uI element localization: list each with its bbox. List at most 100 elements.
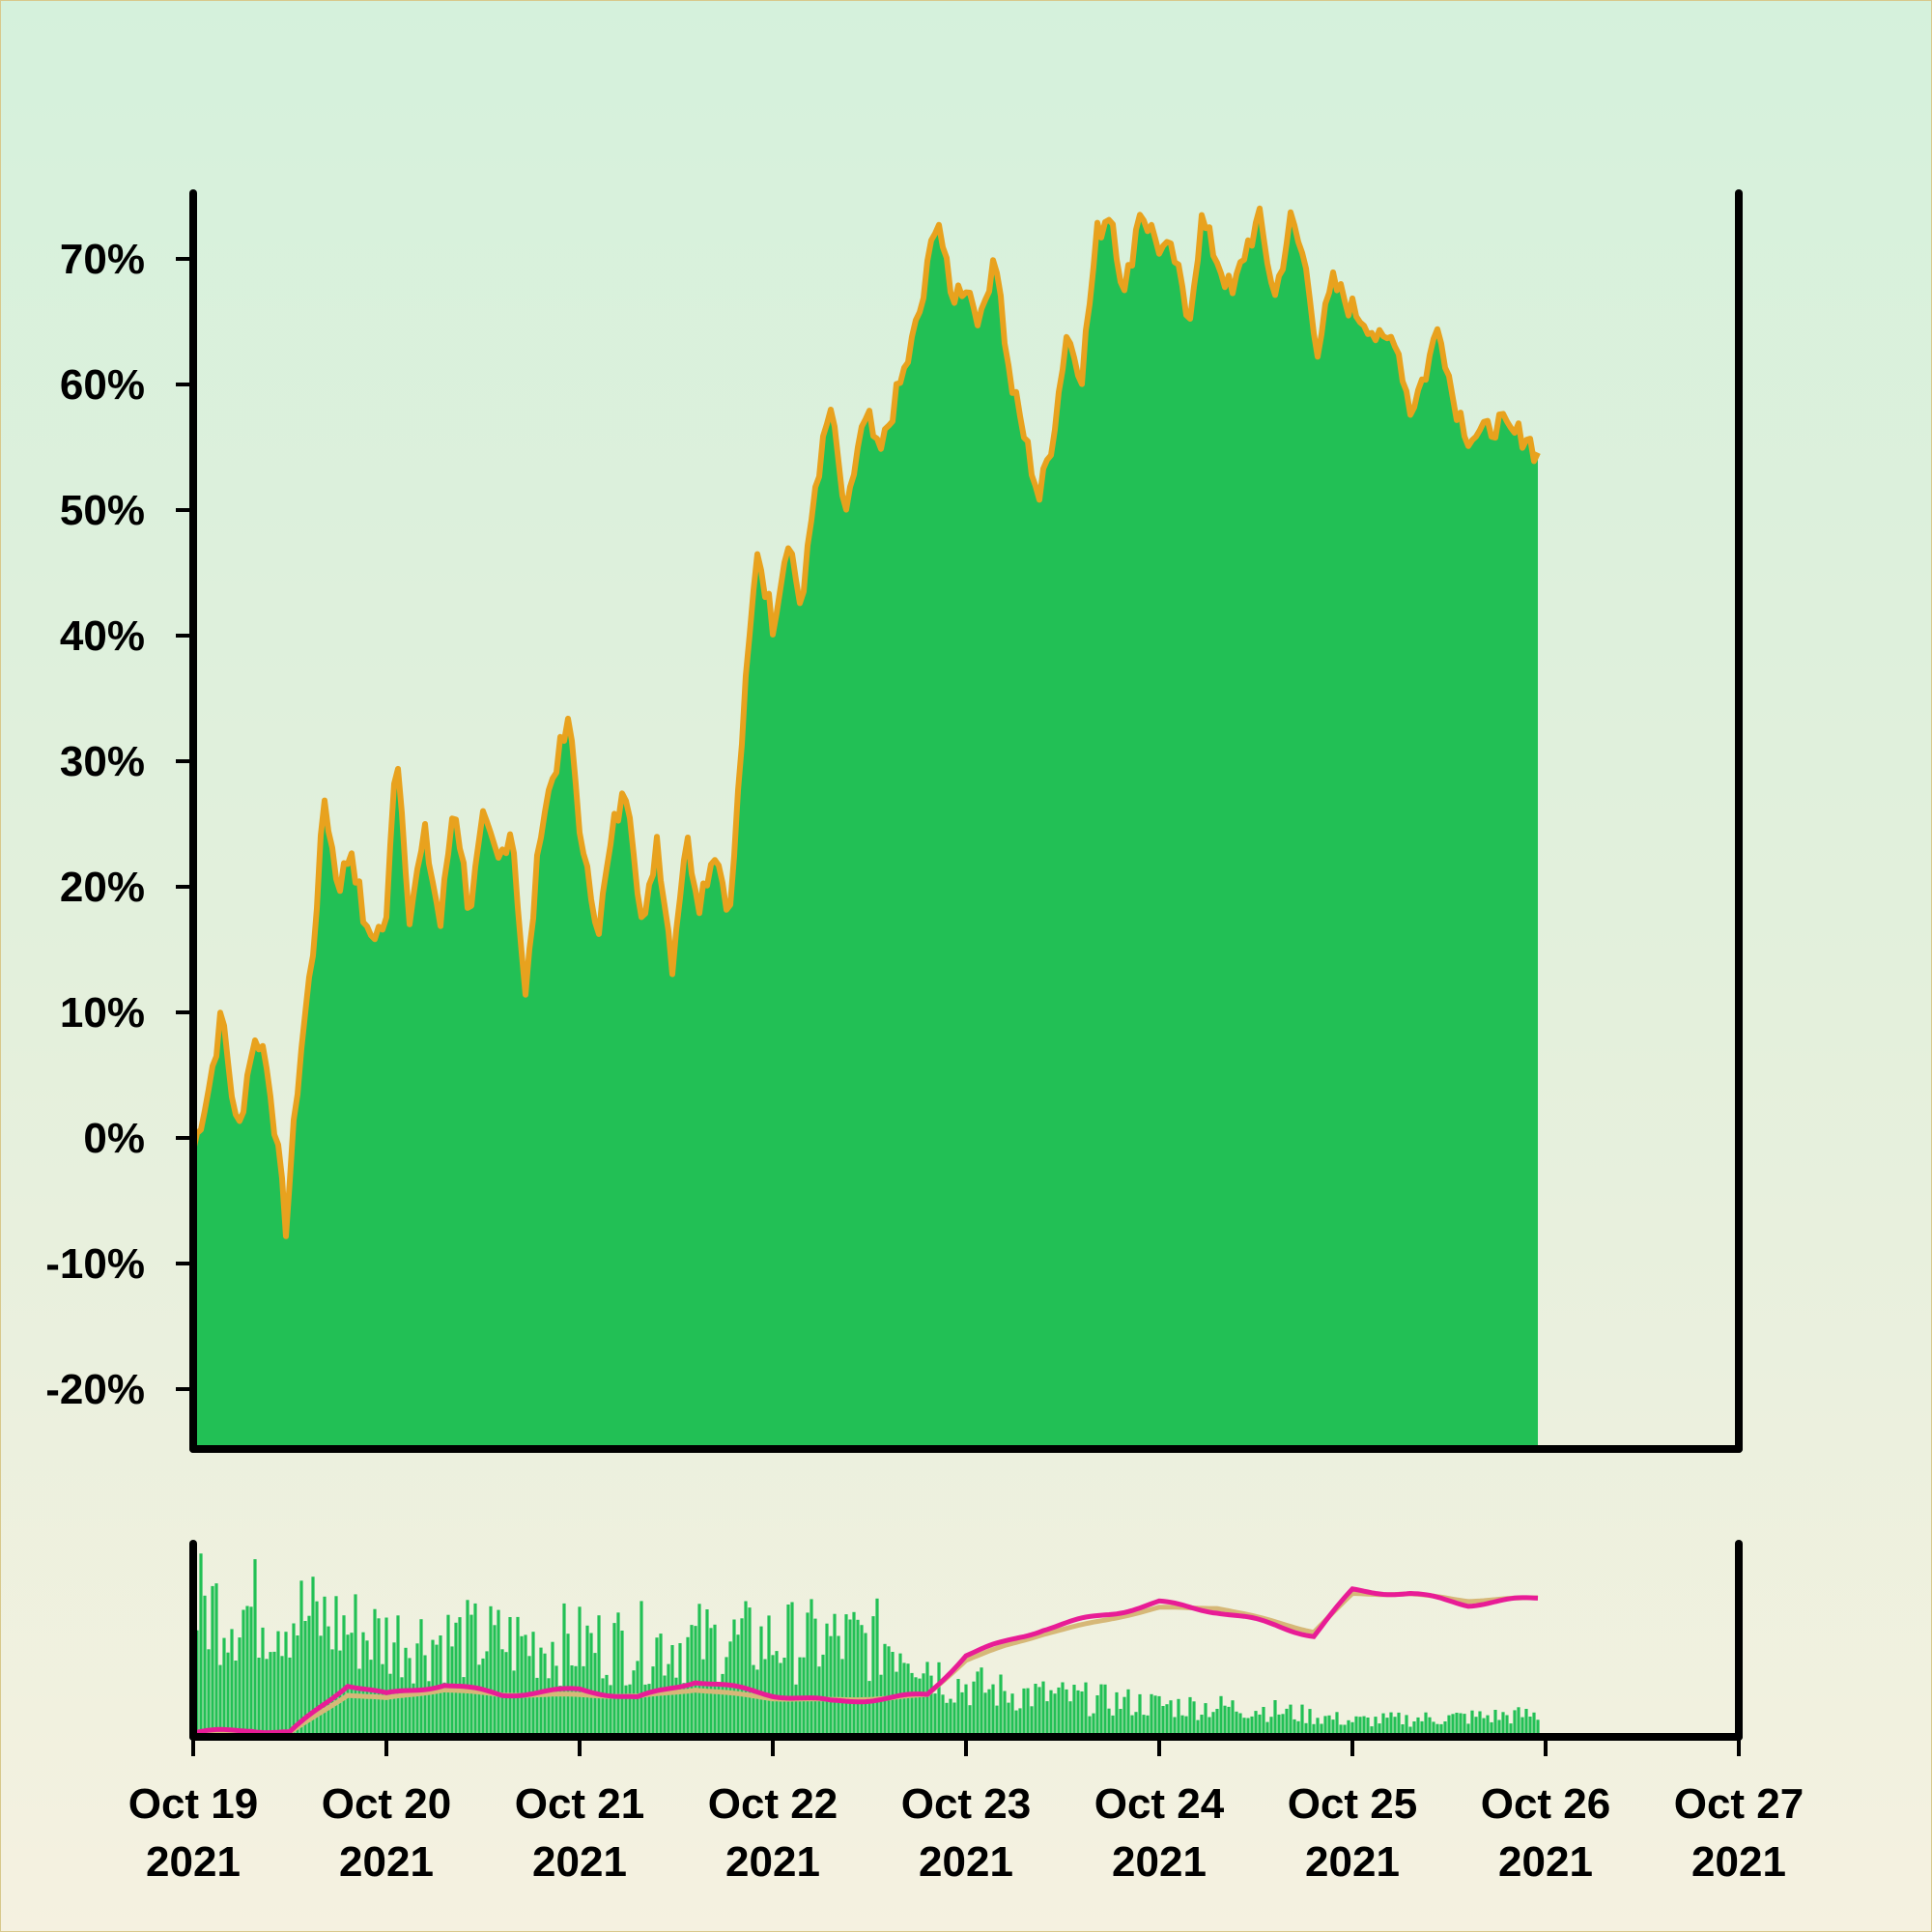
volume-bar [690, 1625, 694, 1737]
volume-bar [547, 1678, 551, 1737]
volume-bar [1350, 1721, 1354, 1737]
volume-bar [489, 1605, 493, 1737]
volume-bar [1103, 1684, 1107, 1737]
volume-bar [1157, 1695, 1161, 1737]
volume-bar [980, 1667, 983, 1737]
volume-bar [1018, 1708, 1022, 1737]
volume-bar [864, 1633, 867, 1737]
volume-bar [941, 1694, 945, 1737]
volume-bar [276, 1631, 280, 1737]
volume-bar [1405, 1715, 1408, 1737]
volume-bar [705, 1609, 709, 1737]
x-tick-label-date: Oct 19 [128, 1780, 259, 1828]
volume-bar [396, 1615, 400, 1737]
volume-bar [983, 1692, 987, 1737]
volume-bar [1173, 1717, 1177, 1737]
volume-bar [956, 1679, 960, 1737]
volume-bar [786, 1605, 790, 1737]
volume-bar [245, 1605, 249, 1737]
volume-bar [211, 1585, 214, 1737]
volume-bar [1532, 1712, 1536, 1737]
volume-bar [1273, 1700, 1277, 1737]
volume-bar [408, 1658, 412, 1737]
volume-bar [388, 1673, 392, 1737]
volume-bar [272, 1651, 276, 1737]
price-area [193, 208, 1538, 1449]
volume-bar [759, 1626, 763, 1737]
volume-bar [775, 1651, 779, 1737]
volume-bar [867, 1681, 871, 1737]
volume-bar [1030, 1706, 1034, 1737]
x-tick-label-year: 2021 [1691, 1838, 1786, 1886]
volume-bar [1165, 1704, 1169, 1737]
volume-bar [833, 1613, 837, 1737]
volume-bar [1455, 1713, 1459, 1737]
volume-bar [968, 1705, 972, 1737]
volume-bar [1022, 1688, 1026, 1737]
volume-bar [1474, 1717, 1478, 1737]
volume-bar [1169, 1700, 1173, 1737]
volume-bar [354, 1594, 357, 1737]
volume-bar [612, 1623, 616, 1737]
volume-bar [1262, 1707, 1265, 1737]
volume-bar [1095, 1695, 1099, 1737]
volume-bar [1354, 1716, 1358, 1737]
volume-bar [203, 1595, 207, 1737]
volume-bar [1397, 1712, 1401, 1737]
volume-bar [605, 1674, 609, 1737]
volume-bar [701, 1659, 705, 1737]
volume-bar [767, 1615, 771, 1737]
volume-bar [582, 1665, 585, 1737]
volume-bar [1524, 1709, 1528, 1737]
volume-bar [1099, 1684, 1103, 1737]
volume-bar [925, 1662, 929, 1737]
volume-bar [1084, 1682, 1088, 1737]
volume-bar [458, 1617, 462, 1737]
volume-bar [1323, 1716, 1327, 1737]
volume-bar [269, 1652, 272, 1737]
volume-bar [655, 1637, 659, 1737]
volume-bar [253, 1559, 257, 1737]
volume-bar [639, 1601, 643, 1737]
volume-bar [1293, 1719, 1296, 1737]
volume-bar [303, 1621, 307, 1737]
volume-bar [914, 1677, 918, 1737]
volume-bar [755, 1669, 759, 1737]
volume-bar [1134, 1712, 1138, 1737]
volume-bar [238, 1637, 242, 1737]
volume-bar [922, 1673, 925, 1737]
volume-bar [883, 1643, 887, 1737]
volume-bar [257, 1658, 261, 1737]
volume-bar [1041, 1681, 1045, 1737]
volume-bar [1003, 1690, 1007, 1737]
volume-bar [1250, 1716, 1254, 1737]
volume-bar [748, 1607, 752, 1737]
volume-bar [589, 1633, 593, 1737]
x-tick-label-date: Oct 26 [1481, 1780, 1611, 1828]
volume-bar [342, 1615, 346, 1737]
volume-bar [1010, 1693, 1014, 1737]
volume-bar [918, 1678, 922, 1737]
volume-bar [960, 1691, 964, 1737]
volume-bar [929, 1675, 933, 1737]
volume-bar [481, 1658, 485, 1737]
volume-bar [562, 1603, 566, 1737]
volume-bar [578, 1606, 582, 1737]
volume-bar [829, 1635, 833, 1737]
volume-bar [624, 1685, 628, 1737]
volume-bar [1466, 1723, 1470, 1737]
volume-bar [327, 1626, 330, 1737]
volume-bar [1362, 1716, 1366, 1737]
volume-bar [616, 1612, 620, 1737]
x-tick-label-year: 2021 [339, 1838, 434, 1886]
y-tick-label: 50% [60, 487, 145, 534]
volume-bar [1045, 1701, 1049, 1737]
volume-bar [891, 1652, 895, 1737]
volume-bar [1211, 1712, 1215, 1737]
volume-bar [1072, 1685, 1076, 1737]
volume-bar [952, 1702, 956, 1737]
volume-bar [497, 1609, 500, 1737]
volume-bar [1265, 1721, 1269, 1737]
volume-bar [987, 1689, 991, 1737]
x-tick-label-year: 2021 [1498, 1838, 1593, 1886]
